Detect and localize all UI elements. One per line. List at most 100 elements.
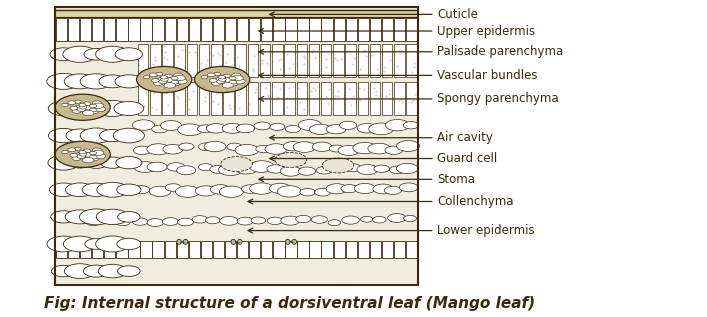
Bar <box>189 241 200 258</box>
Circle shape <box>385 120 409 131</box>
Bar <box>370 82 380 115</box>
Circle shape <box>149 186 171 197</box>
Circle shape <box>209 79 217 82</box>
Circle shape <box>84 105 94 110</box>
Circle shape <box>285 126 300 133</box>
Bar <box>225 18 236 41</box>
Bar <box>273 18 284 41</box>
Bar <box>358 241 369 258</box>
Circle shape <box>339 121 357 129</box>
Circle shape <box>221 157 252 171</box>
Circle shape <box>250 183 274 194</box>
Circle shape <box>218 80 225 83</box>
Bar <box>138 44 148 77</box>
Circle shape <box>174 75 185 81</box>
Bar <box>261 18 272 41</box>
Circle shape <box>214 72 221 75</box>
Circle shape <box>76 152 86 158</box>
Circle shape <box>369 123 394 135</box>
Circle shape <box>72 156 81 160</box>
Circle shape <box>179 143 194 150</box>
Bar <box>56 18 67 41</box>
Circle shape <box>235 164 257 174</box>
Bar <box>187 44 197 77</box>
Bar <box>260 82 270 115</box>
Circle shape <box>329 145 344 152</box>
Circle shape <box>167 163 185 171</box>
Bar <box>370 44 380 77</box>
Text: Upper epidermis: Upper epidermis <box>259 24 536 37</box>
Circle shape <box>98 264 127 278</box>
Circle shape <box>404 216 416 222</box>
Circle shape <box>384 186 402 194</box>
Bar <box>358 18 369 41</box>
Circle shape <box>89 108 97 112</box>
Circle shape <box>74 147 81 150</box>
Circle shape <box>164 80 173 84</box>
Bar <box>177 18 188 41</box>
Circle shape <box>206 124 226 133</box>
Bar <box>333 82 344 115</box>
Circle shape <box>78 155 86 158</box>
Circle shape <box>78 107 86 111</box>
Circle shape <box>66 102 93 115</box>
Circle shape <box>88 109 99 114</box>
Circle shape <box>83 102 110 115</box>
Circle shape <box>328 220 341 226</box>
Circle shape <box>149 73 157 77</box>
Circle shape <box>83 265 109 277</box>
Circle shape <box>66 183 95 197</box>
Bar <box>249 18 260 41</box>
Circle shape <box>296 215 311 223</box>
Circle shape <box>88 156 99 161</box>
Bar <box>321 44 332 77</box>
Circle shape <box>89 155 97 159</box>
Circle shape <box>79 103 86 107</box>
Circle shape <box>222 123 243 133</box>
Bar <box>141 241 152 258</box>
Circle shape <box>280 166 301 176</box>
Text: Palisade parenchyma: Palisade parenchyma <box>259 45 563 58</box>
Circle shape <box>315 188 331 196</box>
Bar <box>310 241 321 258</box>
Circle shape <box>79 152 87 156</box>
Circle shape <box>163 218 179 225</box>
Circle shape <box>48 155 79 170</box>
Circle shape <box>354 184 375 193</box>
Bar <box>56 241 67 258</box>
Bar <box>382 82 392 115</box>
Circle shape <box>328 162 345 171</box>
Circle shape <box>232 73 241 77</box>
Bar <box>322 18 333 41</box>
Circle shape <box>116 219 130 226</box>
Circle shape <box>62 151 69 154</box>
Circle shape <box>357 124 377 133</box>
Bar <box>104 18 115 41</box>
Circle shape <box>229 77 236 80</box>
Bar <box>213 18 224 41</box>
Bar <box>153 241 164 258</box>
Circle shape <box>113 128 144 143</box>
Bar <box>55 7 418 285</box>
Circle shape <box>177 166 196 175</box>
Bar <box>92 18 103 41</box>
Circle shape <box>397 163 418 174</box>
Bar <box>345 82 356 115</box>
Bar <box>346 18 357 41</box>
Circle shape <box>256 146 271 152</box>
Circle shape <box>270 123 285 130</box>
Circle shape <box>136 67 192 93</box>
Circle shape <box>215 78 226 82</box>
Text: Collenchyma: Collenchyma <box>248 195 514 208</box>
Bar <box>237 18 248 41</box>
Bar <box>175 82 185 115</box>
Circle shape <box>373 184 393 194</box>
Circle shape <box>298 167 315 175</box>
Circle shape <box>70 153 78 157</box>
Circle shape <box>235 145 259 156</box>
Circle shape <box>210 185 230 194</box>
Circle shape <box>77 107 86 111</box>
Bar <box>68 18 79 41</box>
Circle shape <box>198 164 213 171</box>
Bar <box>296 44 307 77</box>
